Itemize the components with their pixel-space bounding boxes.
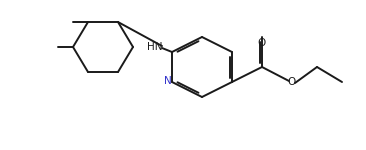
Text: O: O bbox=[258, 38, 266, 48]
Text: HN: HN bbox=[147, 42, 163, 52]
Text: O: O bbox=[288, 77, 296, 87]
Text: N: N bbox=[164, 76, 172, 86]
